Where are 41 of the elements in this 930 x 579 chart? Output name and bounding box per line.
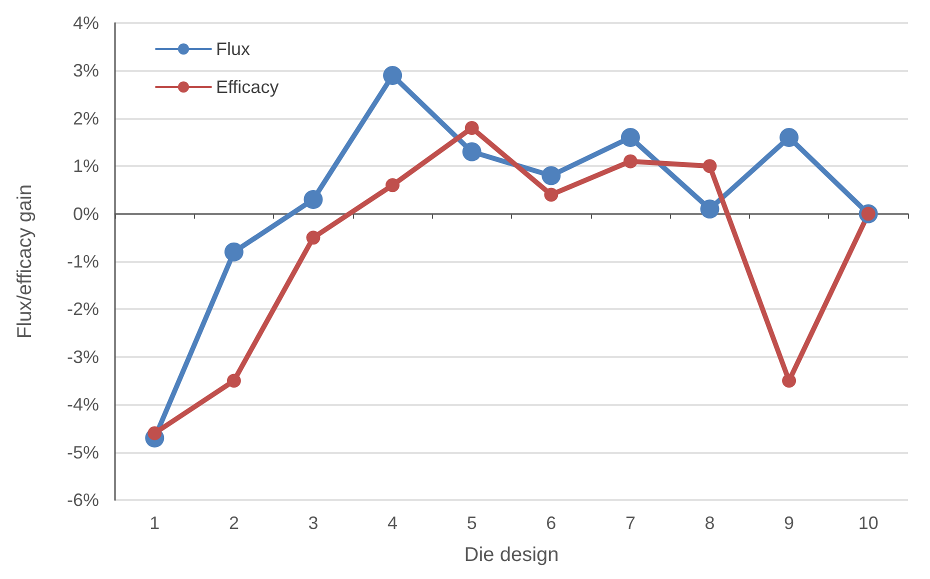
legend-label: Flux [216,39,250,59]
y-tick-label: 3% [72,60,99,81]
point [226,374,241,388]
y-tick-label: -3% [66,346,99,367]
y-tick-label: -6% [66,490,99,510]
y-tick-label: -4% [66,394,99,415]
point [386,178,400,192]
y-tick-label: 1% [72,156,99,176]
point [620,128,640,147]
point [780,128,799,147]
y-tick-label: -2% [66,299,99,320]
point [383,66,402,85]
x-tick-label: 6 [546,513,556,533]
point [542,166,561,186]
point [304,190,323,209]
point [544,188,558,202]
x-tick-label: 10 [858,513,878,533]
legend-label: Efficacy [216,77,279,97]
point [782,374,796,388]
y-tick-label: 0% [72,204,99,224]
x-tick-label: 4 [388,513,398,533]
point [462,142,482,162]
x-tick-label: 2 [228,513,239,533]
point [464,120,479,135]
x-tick-label: 7 [625,513,636,533]
point [306,230,320,245]
point [702,159,717,174]
x-tick-label: 1 [150,513,160,533]
y-axis-title: Flux/efficacy gain [14,184,36,339]
point [700,200,720,219]
x-axis-title: Die design [464,544,559,566]
y-tick-label: -1% [66,252,99,272]
point [224,242,244,262]
y-tick-label: -5% [66,442,99,462]
x-tick-label: 9 [784,513,794,533]
point [623,154,638,168]
y-tick-label: 2% [72,108,99,128]
x-tick-label: 3 [308,513,318,533]
y-tick-label: 4% [72,13,99,33]
x-tick-label: 5 [466,513,477,533]
x-tick-label: 8 [704,513,715,533]
